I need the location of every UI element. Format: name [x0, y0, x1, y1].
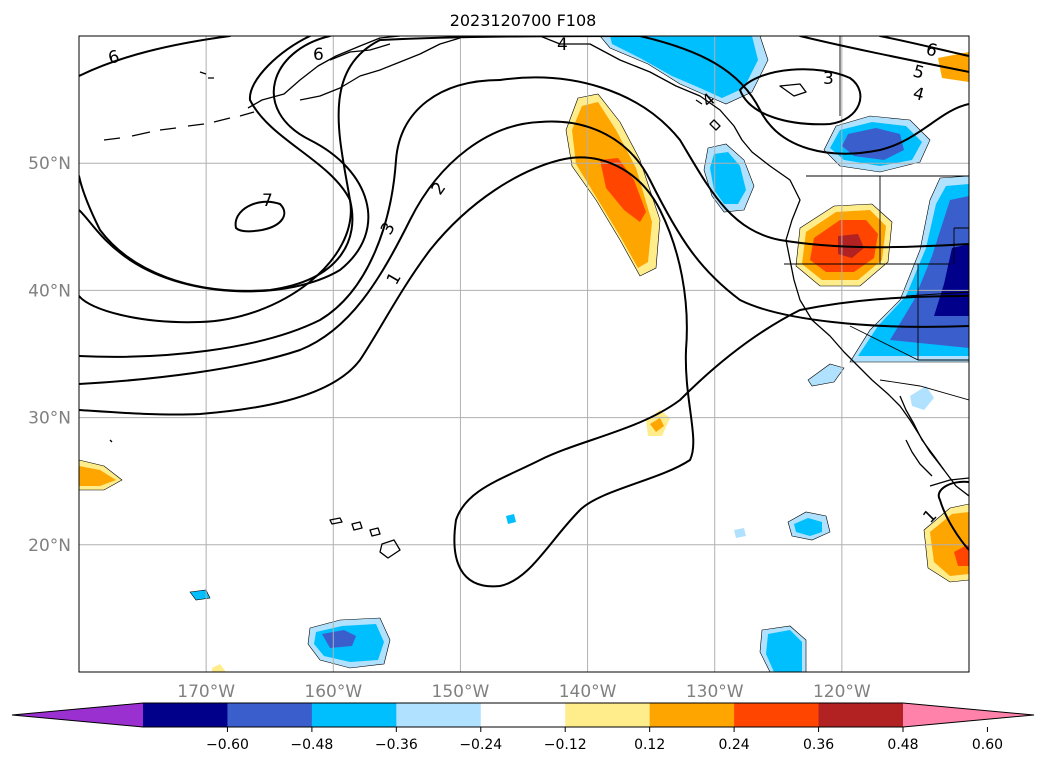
colorbar-tick-label: 0.36 — [803, 737, 834, 753]
lat-tick-label: 50°N — [28, 154, 71, 174]
colorbar-swatch — [227, 703, 313, 727]
contour-label-6b: 6 — [313, 45, 324, 65]
shading-rockies-negative-peak — [934, 244, 969, 316]
coast-misc-islands — [109, 71, 807, 443]
coastlines — [103, 36, 969, 559]
shading-east-negative-dot — [734, 528, 746, 538]
shading-hawaii-negative-dot — [506, 514, 516, 524]
colorbar-swatch — [143, 703, 228, 727]
colorbar-tick-label: −0.60 — [206, 737, 249, 753]
coast-mexico-west — [929, 477, 969, 487]
contour-label-4: 4 — [557, 35, 568, 55]
colorbar-tick-label: 0.24 — [719, 737, 750, 753]
colorbar-swatch — [565, 703, 651, 727]
colorbar-tick-label: −0.24 — [459, 737, 502, 753]
contour-6-b — [79, 36, 354, 292]
coast-hawaii — [329, 517, 401, 559]
lon-tick-label: 130°W — [686, 682, 744, 702]
contour-lines — [79, 36, 969, 588]
colorbar-swatch — [734, 703, 820, 727]
lat-axis-labels: 20°N 30°N 40°N 50°N — [28, 154, 71, 556]
map-background — [79, 36, 969, 672]
border-us-mexico — [879, 379, 969, 401]
shading-east-negative-small-core — [794, 518, 822, 536]
contour-3 — [79, 79, 501, 358]
figure-title: 2023120700 F108 — [450, 11, 597, 30]
colorbar-tick-label: 0.60 — [972, 737, 1003, 753]
shading-baja-negative — [910, 386, 934, 410]
shading-alaska-negative-core — [610, 36, 758, 98]
shading-south-negative-east-core — [766, 630, 802, 672]
contour-label-6: 6 — [106, 47, 122, 69]
shading-southeast-positive-core — [954, 544, 969, 566]
shading-topright-positive — [938, 52, 969, 82]
colorbar-tick-label: −0.48 — [290, 737, 333, 753]
contour-2-east — [539, 120, 969, 328]
colorbar-extend-high — [903, 703, 1034, 727]
contour-label-7: 7 — [262, 191, 273, 211]
contour-1 — [79, 159, 561, 416]
contour-1-loop — [453, 156, 969, 588]
colorbar-swatch — [649, 703, 735, 727]
contour-label-4b: 4 — [911, 84, 927, 106]
contour-5 — [79, 36, 370, 293]
map-panel: 1 2 3 4 5 6 6 6 7 3 4 4 1 20°N30°N40°N50… — [28, 35, 970, 702]
contour-6-east — [879, 36, 969, 57]
colorbar-swatch — [480, 703, 566, 727]
contour-5-east — [799, 36, 969, 73]
lat-tick-label: 40°N — [28, 281, 71, 301]
colorbar-tick-label: −0.12 — [544, 737, 587, 753]
contour-2 — [79, 121, 541, 385]
shading-south-negative-dot — [189, 589, 211, 601]
lon-tick-label: 150°W — [432, 682, 490, 702]
shading-leftedge-positive-core — [79, 466, 116, 486]
contour-label-6c: 6 — [924, 40, 940, 62]
contour-3-closed — [739, 68, 862, 126]
shading-pacific-positive-core — [600, 158, 646, 222]
lat-tick-label: 20°N — [28, 536, 71, 556]
lon-tick-label: 120°W — [813, 682, 871, 702]
shading-south-positive-dot — [212, 664, 226, 672]
contour-4 — [79, 39, 381, 324]
lon-tick-label: 160°W — [304, 682, 362, 702]
border-us-states — [784, 176, 969, 361]
contour-1-se — [937, 480, 969, 551]
colorbar: −0.60 −0.48 −0.36 −0.24 −0.12 0.12 0.24 0.36 0.4… — [11, 702, 1035, 753]
anomaly-shading — [79, 36, 969, 672]
contour-6 — [79, 36, 231, 77]
shading-south-negative-large-core — [322, 630, 356, 648]
map-frame — [78, 35, 970, 673]
shading-midpac-positive-core — [650, 418, 664, 432]
contour-label-5: 5 — [911, 62, 927, 84]
colorbar-tick-label: 0.12 — [634, 737, 665, 753]
lon-tick-label: 170°W — [177, 682, 235, 702]
shading-vancouver-negative-core — [710, 152, 746, 204]
colorbar-extend-low — [12, 703, 143, 727]
contour-label-3b: 3 — [823, 69, 834, 89]
coast-aleutians — [103, 111, 255, 141]
colorbar-swatch — [396, 703, 482, 727]
contour-3-east — [499, 76, 969, 249]
coast-baja — [899, 395, 945, 477]
contour-7 — [234, 200, 286, 233]
lon-axis-labels: 170°W 160°W 150°W 140°W 130°W 120°W — [177, 682, 871, 702]
colorbar-swatch — [818, 703, 904, 727]
shading-socal-negative — [807, 363, 845, 387]
colorbar-swatch — [311, 703, 397, 727]
colorbar-tick-label: 0.48 — [887, 737, 918, 753]
lat-tick-label: 30°N — [28, 409, 71, 429]
colorbar-tick-label: −0.36 — [375, 737, 418, 753]
coast-alaska — [247, 36, 969, 497]
shading-canada-negative-core — [842, 128, 904, 160]
lon-tick-label: 140°W — [559, 682, 617, 702]
